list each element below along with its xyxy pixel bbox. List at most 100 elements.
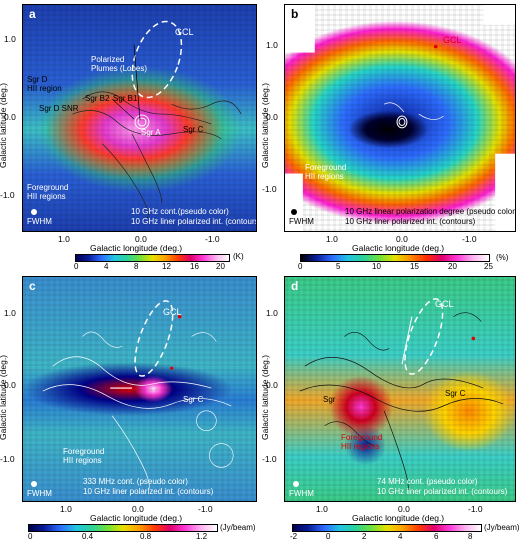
sgr-label: Sgr (323, 395, 336, 404)
panel-d-image: d GCL Sgr C Sgr Foreground HII regions F… (284, 276, 516, 502)
panel-c-ytick-2: 0.0 (4, 380, 16, 390)
panel-a-cb-tick-3: 8 (134, 262, 139, 271)
panel-c-contours (42, 300, 234, 491)
panel-b-cb-tick-5: 20 (448, 262, 457, 271)
panel-b: b GCL Foreground HII regions FWHM 10 GHz… (260, 0, 520, 271)
panel-c-ytick-3: -1.0 (0, 454, 15, 464)
panel-d-ytick-1: 1.0 (266, 308, 278, 318)
panel-c-texture (23, 277, 256, 501)
fwhm-label: FWHM (289, 489, 314, 498)
fwhm-label: FWHM (27, 489, 52, 498)
panel-d-cb-tick-5: 6 (434, 532, 439, 541)
hii-region-label: HII region (27, 84, 62, 93)
panel-a-xtick-1: 1.0 (58, 234, 70, 244)
panel-b-texture (285, 5, 515, 231)
panel-d-cb-tick-3: 2 (362, 532, 367, 541)
panel-c-cb-tick-2: 0.4 (82, 532, 94, 541)
sgr-b2-label: Sgr B2 (85, 94, 110, 103)
panel-b-cb-tick-2: 5 (336, 262, 341, 271)
beam-marker (291, 209, 297, 215)
panel-d-xlabel: Galactic longitude (deg.) (352, 513, 445, 523)
panel-b-cb-unit: (%) (496, 253, 509, 262)
sgr-b1-label: Sgr B1 (113, 94, 138, 103)
panel-b-xtick-3: -1.0 (462, 234, 477, 244)
panel-c-cb-tick-1: 0 (28, 532, 33, 541)
panel-a-contours (72, 20, 242, 219)
panel-a-cb-unit: (K) (233, 252, 244, 261)
panel-d-colorbar (292, 524, 482, 532)
panel-c-colorbar (28, 524, 218, 532)
panel-b-ytick-1: 1.0 (266, 40, 278, 50)
panel-c: c GCL Sgr C Foreground HII regions FWHM … (0, 272, 260, 541)
gcl-label: GCL (443, 35, 462, 45)
panel-c-xtick-3: -1.0 (198, 504, 213, 514)
panel-b-cb-tick-6: 25 (484, 262, 493, 271)
panel-d-cb-tick-2: 0 (326, 532, 331, 541)
panel-c-cb-tick-3: 0.8 (140, 532, 152, 541)
panel-c-cb-unit: (Jy/beam) (220, 523, 256, 532)
panel-c-label: c (29, 279, 36, 293)
panel-a-ytick-2: 0.0 (4, 112, 16, 122)
panel-c-caption-2: 10 GHz liner polarized int. (contours) (83, 487, 214, 496)
panel-a-ytick-1: 1.0 (4, 34, 16, 44)
beam-marker (31, 209, 37, 215)
panel-d-contours (299, 298, 504, 491)
panel-d-cb-unit: (Jy/beam) (484, 523, 520, 532)
panel-b-caption-1: 10 GHz linear polarization degree (pseud… (345, 207, 516, 216)
panel-d-texture (285, 277, 515, 501)
panel-b-xtick-1: 1.0 (326, 234, 338, 244)
panel-a-xlabel: Galactic longitude (deg.) (90, 243, 183, 253)
panel-d-xtick-2: 0.0 (398, 504, 410, 514)
panel-a-label: a (29, 7, 36, 21)
panel-d-xtick-3: -1.0 (468, 504, 483, 514)
panel-b-xlabel: Galactic longitude (deg.) (352, 243, 445, 253)
panel-a-cb-tick-6: 20 (216, 262, 225, 271)
panel-c-cb-tick-4: 1.2 (196, 532, 208, 541)
panel-c-xtick-1: 1.0 (60, 504, 72, 514)
panel-c-caption-1: 333 MHz cont. (pseudo color) (83, 477, 188, 486)
panel-c-ytick-1: 1.0 (4, 308, 16, 318)
panel-d: d GCL Sgr C Sgr Foreground HII regions F… (260, 272, 520, 541)
panel-d-caption-2: 10 GHz liner polarized int. (contours) (377, 487, 508, 496)
hii-regions-label: HII regions (341, 442, 380, 451)
plumes-label: Plumes (Lobes) (91, 64, 148, 73)
panel-d-label: d (291, 279, 299, 293)
panel-a: a GCL Polarized Plumes (Lobes) Sgr D HII… (0, 0, 260, 271)
panel-a-ytick-3: -1.0 (0, 190, 15, 200)
hii-regions-label: HII regions (305, 172, 344, 181)
panel-a-xtick-3: -1.0 (205, 234, 220, 244)
panel-b-cb-tick-1: 0 (298, 262, 303, 271)
panel-b-cb-tick-4: 15 (410, 262, 419, 271)
panel-a-cb-tick-4: 12 (162, 262, 171, 271)
beam-marker (293, 481, 299, 487)
panel-a-ylabel: Galactic latitude (deg.) (0, 82, 8, 168)
panel-a-caption-2: 10 GHz liner polarized int. (contours) (131, 217, 257, 226)
gcl-label: GCL (435, 299, 454, 309)
foreground-label: Foreground (63, 447, 105, 456)
foreground-label: Foreground (27, 183, 69, 192)
panel-c-xlabel: Galactic longitude (deg.) (90, 513, 183, 523)
panel-b-ytick-2: 0.0 (266, 112, 278, 122)
sgr-d-label: Sgr D (27, 75, 48, 84)
panel-a-caption-1: 10 GHz cont.(pseudo color) (131, 207, 229, 216)
panel-b-ytick-3: -1.0 (262, 184, 277, 194)
gcl-label: GCL (175, 27, 194, 37)
sgr-c-label: Sgr C (183, 395, 204, 404)
fwhm-label: FWHM (289, 217, 314, 226)
panel-c-xtick-2: 0.0 (132, 504, 144, 514)
panel-c-image: c GCL Sgr C Foreground HII regions FWHM … (22, 276, 257, 502)
panel-d-cb-tick-6: 8 (468, 532, 473, 541)
panel-d-cb-tick-1: -2 (290, 532, 298, 541)
sgr-d-snr-label: Sgr D SNR (39, 104, 79, 113)
sgr-a-label: Sgr A (141, 128, 161, 137)
hii-regions-label: HII regions (63, 456, 102, 465)
fwhm-label: FWHM (27, 217, 52, 226)
panel-d-caption-1: 74 MHz cont. (pseudo color) (377, 477, 478, 486)
panel-a-xtick-2: 0.0 (135, 234, 147, 244)
polarized-label: Polarized (91, 55, 125, 64)
panel-d-ytick-3: -1.0 (262, 454, 277, 464)
panel-c-ylabel: Galactic latitude (deg.) (0, 354, 8, 440)
panel-a-cb-tick-2: 4 (104, 262, 109, 271)
panel-a-cb-tick-1: 0 (74, 262, 79, 271)
panel-b-colorbar (300, 254, 490, 262)
